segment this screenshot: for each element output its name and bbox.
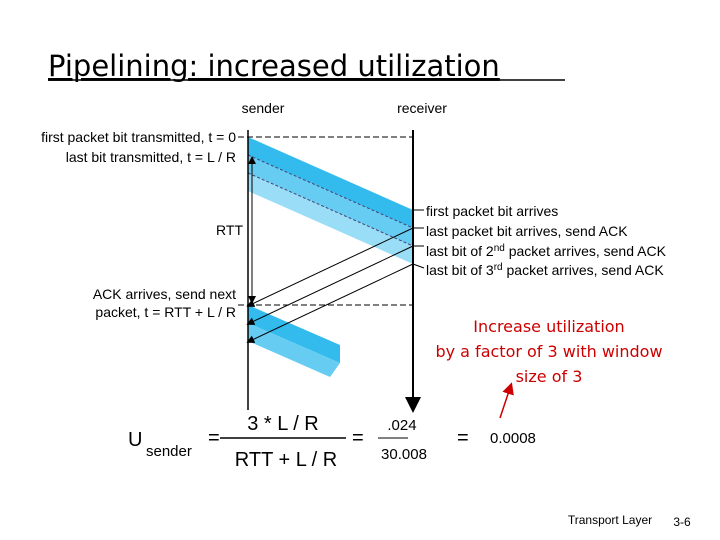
packet-edge: [247, 154, 414, 229]
receiver-event: first packet bit arrives: [426, 203, 558, 219]
packet-2: [248, 155, 413, 246]
formula-u: U: [128, 429, 142, 451]
callout-line: size of 3: [516, 367, 583, 386]
page-number: 3-6: [673, 515, 691, 529]
formula-eq: =: [457, 427, 469, 449]
formula-result: 0.0008: [490, 430, 536, 447]
superscript: nd: [494, 243, 505, 254]
superscript: rd: [494, 262, 503, 273]
ack-arrow: [246, 263, 414, 343]
formula-eq: =: [208, 427, 220, 449]
rtt-label: RTT: [216, 222, 243, 238]
callout-line: by a factor of 3 with window: [435, 342, 662, 361]
receiver-event: last bit of 2nd packet arrives, send ACK: [426, 243, 667, 259]
formula-num: 3 * L / R: [247, 413, 319, 435]
packet-3: [248, 173, 413, 264]
packet-1: [248, 137, 413, 228]
receiver-event: last packet bit arrives, send ACK: [426, 223, 628, 239]
sender-label: sender: [242, 100, 285, 116]
slide-title: Pipelining: increased utilization: [48, 49, 500, 83]
text: packet arrives, send ACK: [505, 243, 667, 259]
sender-event: packet, t = RTT + L / R: [95, 304, 236, 320]
next-packet: [248, 305, 340, 363]
callout-line: Increase utilization: [473, 317, 624, 336]
footer-label: Transport Layer: [568, 513, 652, 527]
sender-event: first packet bit transmitted, t = 0: [41, 129, 236, 145]
formula-num: .024: [387, 417, 416, 434]
ack-arrow: [246, 245, 414, 325]
formula-eq: =: [352, 427, 364, 449]
next-packet: [248, 323, 340, 377]
receiver-label: receiver: [397, 100, 447, 116]
text: packet arrives, send ACK: [503, 262, 665, 278]
ack-arrow: [246, 227, 414, 307]
packets: [247, 137, 414, 377]
sender-event: last bit transmitted, t = L / R: [66, 149, 236, 165]
text: last bit of 3: [426, 262, 494, 278]
tick: [412, 263, 425, 269]
callout-arrow: [499, 382, 514, 419]
formula-den: RTT + L / R: [235, 449, 337, 471]
formula-sub: sender: [146, 443, 192, 460]
text: last bit of 2: [426, 243, 494, 259]
packet-edge: [247, 172, 414, 247]
formula-den: 30.008: [381, 446, 427, 463]
receiver-event: last bit of 3rd packet arrives, send ACK: [426, 262, 664, 278]
sender-event: ACK arrives, send next: [93, 286, 236, 302]
